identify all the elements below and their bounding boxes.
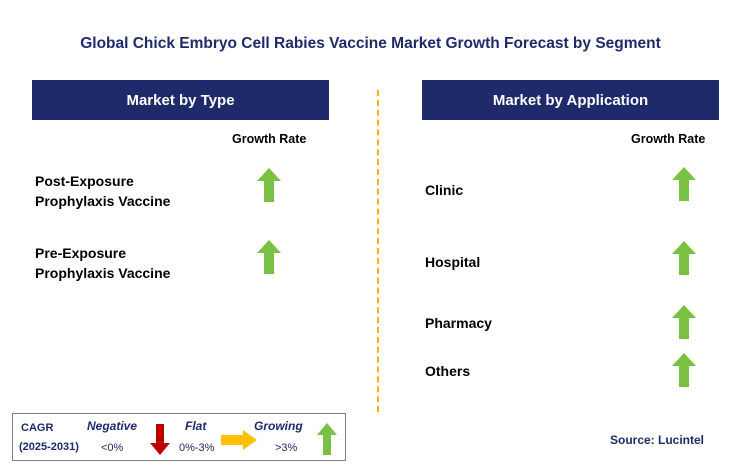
type-item-line1: Pre-Exposure <box>35 245 127 261</box>
panel-divider <box>377 90 379 412</box>
up-arrow-icon <box>672 241 696 275</box>
application-item-others: Others <box>425 363 471 379</box>
legend-growing-label: Growing <box>254 419 303 433</box>
chart-title: Global Chick Embryo Cell Rabies Vaccine … <box>80 35 661 52</box>
type-item-post-exposure: Post-Exposure Prophylaxis Vaccine <box>35 171 170 211</box>
application-item-clinic: Clinic <box>425 182 464 198</box>
type-panel-header: Market by Type <box>32 80 329 120</box>
up-arrow-icon <box>317 423 337 460</box>
right-arrow-icon <box>221 430 257 455</box>
application-growth-rate-label: Growth Rate <box>631 132 706 146</box>
down-arrow-icon <box>150 424 170 460</box>
application-item-hospital: Hospital <box>425 254 481 270</box>
legend-negative-label: Negative <box>87 419 138 433</box>
type-item-line2: Prophylaxis Vaccine <box>35 265 171 281</box>
up-arrow-icon <box>672 353 696 387</box>
legend-box: CAGR (2025-2031) Negative <0% Flat 0%-3%… <box>12 413 346 461</box>
type-item-line2: Prophylaxis Vaccine <box>35 193 171 209</box>
source-label: Source: Lucintel <box>610 433 705 447</box>
up-arrow-icon <box>672 167 696 201</box>
type-growth-rate-label: Growth Rate <box>232 132 307 146</box>
type-item-line1: Post-Exposure <box>35 173 134 189</box>
legend-negative-range: <0% <box>101 442 124 454</box>
application-panel-header: Market by Application <box>422 80 719 120</box>
legend-flat-range: 0%-3% <box>179 442 215 454</box>
legend-growing-range: >3% <box>275 442 298 454</box>
legend-flat-label: Flat <box>185 419 207 433</box>
legend-period-label: (2025-2031) <box>19 441 79 453</box>
application-item-pharmacy: Pharmacy <box>425 315 492 331</box>
legend-cagr-label: CAGR <box>21 422 54 434</box>
up-arrow-icon <box>257 168 281 202</box>
up-arrow-icon <box>257 240 281 274</box>
type-item-pre-exposure: Pre-Exposure Prophylaxis Vaccine <box>35 243 170 283</box>
up-arrow-icon <box>672 305 696 339</box>
